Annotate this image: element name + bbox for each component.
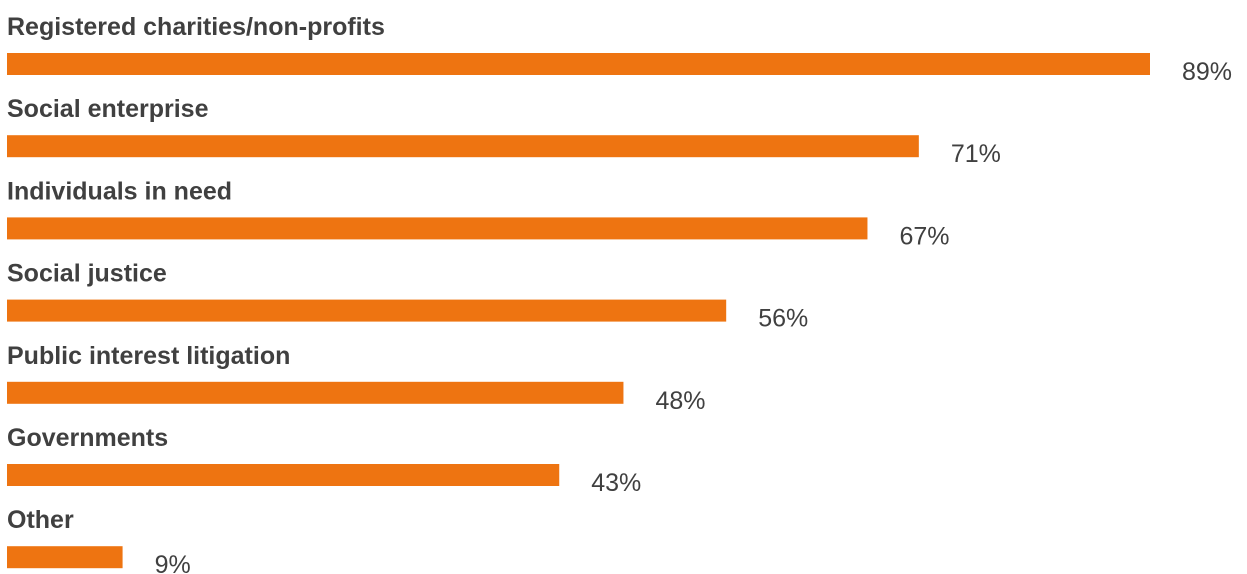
value-label: 67% — [899, 222, 949, 250]
category-label: Registered charities/non-profits — [7, 13, 385, 41]
bars-layer: Registered charities/non-profits 89% Socia… — [7, 13, 1232, 574]
category-label: Public interest litigation — [7, 342, 290, 370]
value-label: 71% — [951, 140, 1001, 168]
bar — [7, 135, 919, 158]
bar — [7, 299, 727, 322]
value-label: 48% — [655, 387, 705, 415]
value-label: 56% — [758, 305, 808, 333]
bar — [7, 217, 868, 240]
value-label: 43% — [591, 469, 641, 497]
category-label: Governments — [7, 424, 168, 452]
bar — [7, 53, 1150, 75]
value-label: 9% — [155, 551, 191, 574]
bar — [7, 381, 624, 404]
category-label: Individuals in need — [7, 177, 232, 205]
bar — [7, 546, 123, 569]
category-label: Other — [7, 506, 74, 534]
category-label: Social justice — [7, 260, 167, 288]
value-label: 89% — [1182, 58, 1232, 86]
category-label: Social enterprise — [7, 95, 209, 123]
bar — [7, 464, 560, 486]
